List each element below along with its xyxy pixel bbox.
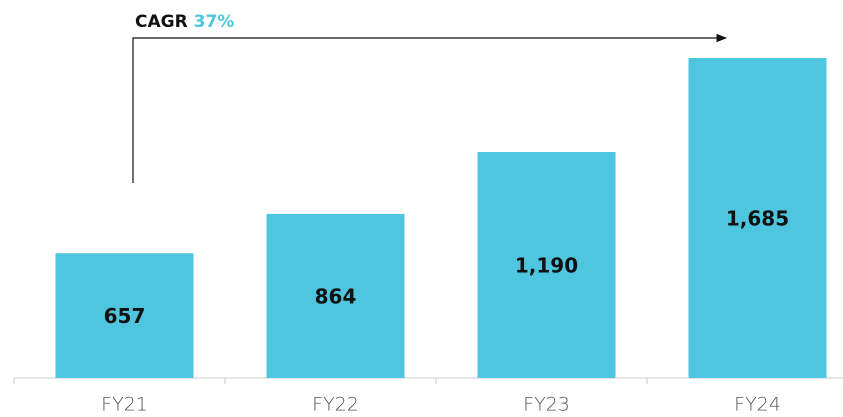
- value-label: 1,190: [515, 254, 578, 278]
- bar: [55, 253, 194, 378]
- x-tick-label: FY22: [312, 394, 359, 416]
- value-label: 1,685: [726, 207, 789, 231]
- x-tick-label: FY23: [523, 394, 570, 416]
- cagr-arrow: [132, 33, 728, 183]
- value-label: 864: [315, 284, 357, 308]
- bar: [266, 213, 405, 378]
- bar: [477, 152, 616, 378]
- value-label: 657: [104, 304, 146, 328]
- x-tick-label: FY24: [734, 394, 781, 416]
- x-tick-label: FY21: [101, 394, 148, 416]
- annotation: CAGR 37%: [135, 12, 234, 32]
- bar: [688, 58, 827, 378]
- annotation-value: 37%: [194, 12, 235, 32]
- annotation-label: CAGR: [135, 12, 188, 32]
